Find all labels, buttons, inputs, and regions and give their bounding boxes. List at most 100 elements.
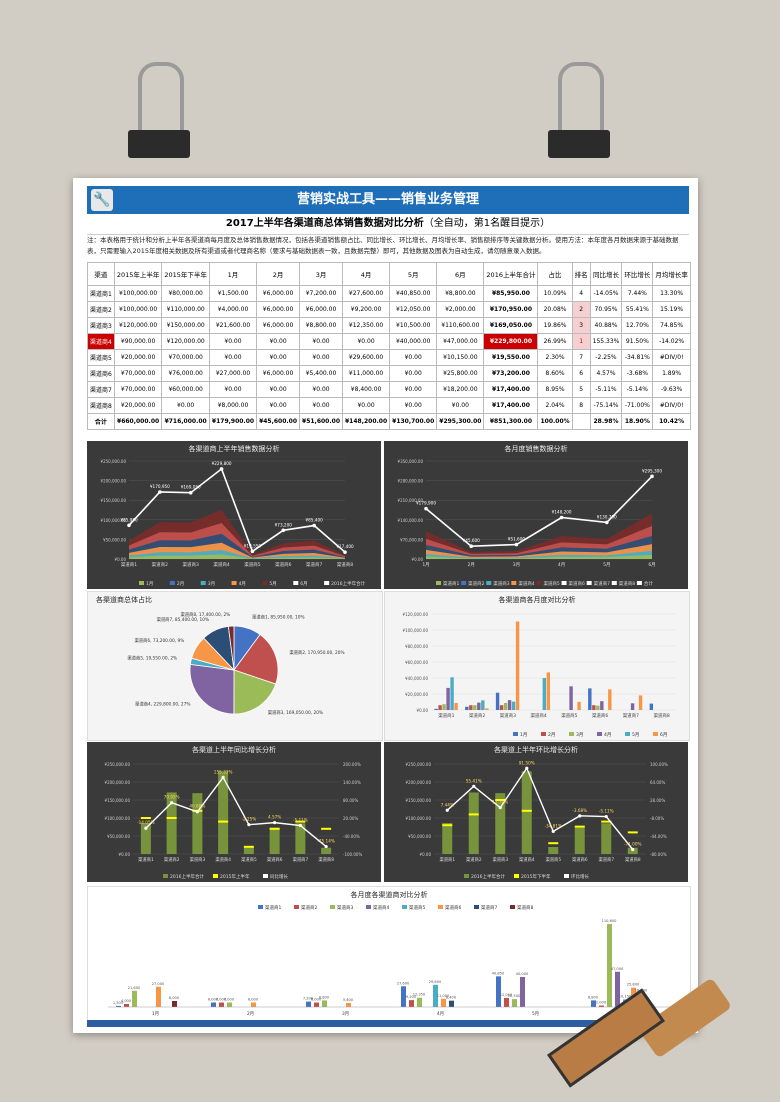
table-cell[interactable]: ¥27,600.00 [341,285,391,302]
channel-name-cell[interactable]: 渠道商8 [87,397,115,414]
table-cell[interactable]: ¥0.00 [161,397,210,414]
table-cell[interactable]: 13.30% [652,285,691,302]
channel-name-cell[interactable]: 渠道商3 [87,317,115,334]
table-cell[interactable]: ¥716,000.00 [161,413,210,430]
table-cell[interactable]: ¥9,200.00 [341,301,391,318]
table-cell[interactable]: ¥17,400.00 [483,397,539,414]
table-cell[interactable]: ¥0.00 [299,397,343,414]
table-cell[interactable]: 2.30% [537,349,573,366]
table-cell[interactable]: ¥8,800.00 [436,285,485,302]
table-cell[interactable]: ¥45,600.00 [256,413,301,430]
channel-name-cell[interactable]: 渠道 [87,262,115,286]
table-cell[interactable]: ¥110,000.00 [161,301,210,318]
table-cell[interactable]: ¥0.00 [299,349,343,366]
table-cell[interactable]: ¥73,200.00 [483,365,539,382]
table-cell[interactable]: #DIV/0! [652,397,691,414]
table-cell[interactable] [571,413,591,430]
table-cell[interactable]: ¥8,800.00 [299,317,343,334]
table-cell[interactable]: ¥851,300.00 [483,413,539,430]
table-cell[interactable]: ¥17,400.00 [483,381,539,398]
table-cell[interactable]: ¥4,000.00 [208,301,258,318]
table-cell[interactable]: ¥0.00 [256,349,301,366]
table-cell[interactable]: 19.86% [537,317,573,334]
table-cell[interactable]: 8 [571,397,591,414]
table-cell[interactable]: ¥0.00 [256,333,301,350]
table-cell[interactable]: -71.00% [621,397,654,414]
table-cell[interactable]: ¥21,600.00 [208,317,258,334]
table-cell[interactable]: 3 [571,317,591,334]
table-cell[interactable]: ¥70,000.00 [113,365,163,382]
table-cell[interactable]: ¥5,400.00 [299,365,343,382]
table-cell[interactable]: -34.81% [621,349,654,366]
table-cell[interactable]: ¥85,950.00 [483,285,539,302]
table-cell[interactable]: ¥6,000.00 [256,301,301,318]
table-cell[interactable]: ¥27,000.00 [208,365,258,382]
table-cell[interactable]: ¥100,000.00 [113,301,163,318]
table-cell[interactable]: -2.25% [589,349,623,366]
table-cell[interactable]: 4月 [341,262,391,286]
table-cell[interactable]: ¥6,000.00 [299,301,343,318]
table-cell[interactable]: ¥20,000.00 [113,397,163,414]
table-cell[interactable]: ¥0.00 [256,397,301,414]
table-cell[interactable]: -5.14% [621,381,654,398]
table-cell[interactable]: 20.08% [537,301,573,318]
table-cell[interactable]: 1 [571,333,591,350]
table-cell[interactable]: ¥8,000.00 [208,397,258,414]
table-cell[interactable]: 10.42% [652,413,691,430]
table-cell[interactable]: ¥130,700.00 [389,413,438,430]
table-cell[interactable]: ¥12,050.00 [389,301,438,318]
table-cell[interactable]: ¥90,000.00 [113,333,163,350]
table-cell[interactable]: 10.09% [537,285,573,302]
table-cell[interactable]: ¥12,350.00 [341,317,391,334]
table-cell[interactable]: ¥150,000.00 [161,317,210,334]
table-cell[interactable]: ¥179,900.00 [208,413,258,430]
table-cell[interactable]: 5月 [389,262,438,286]
table-cell[interactable]: ¥110,600.00 [436,317,485,334]
table-cell[interactable]: ¥229,800.00 [483,333,539,350]
table-cell[interactable]: ¥40,000.00 [389,333,438,350]
table-cell[interactable]: ¥0.00 [389,365,438,382]
table-cell[interactable]: ¥40,850.00 [389,285,438,302]
table-cell[interactable]: ¥18,200.00 [436,381,485,398]
table-cell[interactable]: 4 [571,285,591,302]
table-cell[interactable]: ¥6,000.00 [256,365,301,382]
table-cell[interactable]: ¥0.00 [389,381,438,398]
table-cell[interactable]: 排名 [571,262,591,286]
table-cell[interactable]: ¥0.00 [341,397,391,414]
table-cell[interactable]: -9.63% [652,381,691,398]
table-cell[interactable]: 1月 [208,262,258,286]
table-cell[interactable]: ¥7,200.00 [299,285,343,302]
table-cell[interactable]: 40.88% [589,317,623,334]
table-cell[interactable]: ¥10,500.00 [389,317,438,334]
table-cell[interactable]: 月均增长率 [652,262,691,286]
table-cell[interactable]: ¥660,000.00 [113,413,163,430]
table-cell[interactable]: ¥120,000.00 [113,317,163,334]
table-cell[interactable]: 6 [571,365,591,382]
table-cell[interactable]: #DIV/0! [652,349,691,366]
channel-name-cell[interactable]: 渠道商2 [87,301,115,318]
table-cell[interactable]: -5.11% [589,381,623,398]
table-cell[interactable]: ¥169,050.00 [483,317,539,334]
table-cell[interactable]: ¥0.00 [208,381,258,398]
table-cell[interactable]: ¥1,500.00 [208,285,258,302]
channel-name-cell[interactable]: 渠道商5 [87,349,115,366]
channel-name-cell[interactable]: 渠道商7 [87,381,115,398]
table-cell[interactable]: 26.99% [537,333,573,350]
table-cell[interactable]: ¥0.00 [256,381,301,398]
table-cell[interactable]: 91.50% [621,333,654,350]
table-cell[interactable]: 1.89% [652,365,691,382]
table-cell[interactable]: 7 [571,349,591,366]
table-cell[interactable]: ¥0.00 [299,333,343,350]
table-cell[interactable]: 100.00% [537,413,573,430]
table-cell[interactable]: ¥10,150.00 [436,349,485,366]
table-cell[interactable]: 28.98% [589,413,623,430]
table-cell[interactable]: ¥100,000.00 [113,285,163,302]
table-cell[interactable]: ¥0.00 [208,333,258,350]
wrench-icon[interactable]: 🔧 [91,189,113,211]
table-cell[interactable]: 18.90% [621,413,654,430]
table-cell[interactable]: 3月 [299,262,343,286]
table-cell[interactable]: 2月 [256,262,301,286]
table-cell[interactable]: ¥148,200.00 [341,413,391,430]
table-cell[interactable]: ¥20,000.00 [113,349,163,366]
table-cell[interactable]: 2015年上半年 [113,262,163,286]
